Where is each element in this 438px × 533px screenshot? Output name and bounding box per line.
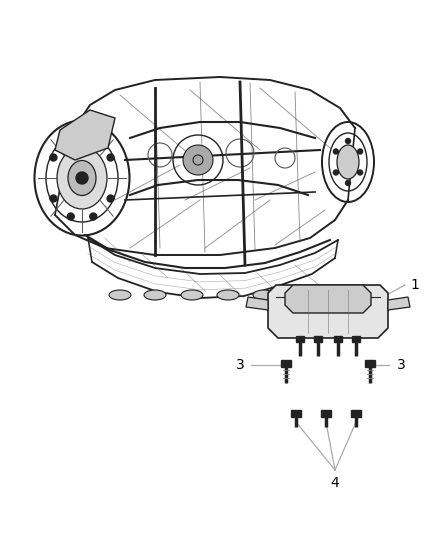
Ellipse shape	[253, 290, 275, 300]
Ellipse shape	[217, 290, 239, 300]
Circle shape	[333, 170, 339, 175]
Circle shape	[357, 170, 363, 175]
Ellipse shape	[181, 290, 203, 300]
Text: 1: 1	[410, 278, 419, 292]
Bar	[281, 360, 291, 367]
Ellipse shape	[144, 290, 166, 300]
Circle shape	[76, 172, 88, 184]
Circle shape	[50, 154, 57, 161]
Circle shape	[346, 181, 350, 185]
Polygon shape	[388, 297, 410, 310]
Circle shape	[183, 145, 213, 175]
Bar	[351, 410, 361, 417]
Bar	[352, 336, 360, 342]
Text: 3: 3	[397, 358, 406, 372]
Circle shape	[333, 149, 339, 154]
Bar	[314, 336, 322, 342]
Polygon shape	[285, 285, 371, 313]
Circle shape	[67, 136, 74, 143]
Circle shape	[193, 155, 203, 165]
Circle shape	[50, 195, 57, 202]
Circle shape	[107, 195, 114, 202]
Bar	[334, 336, 342, 342]
Ellipse shape	[109, 290, 131, 300]
Text: 4: 4	[331, 476, 339, 490]
Polygon shape	[246, 297, 268, 310]
Polygon shape	[268, 285, 388, 338]
Text: 3: 3	[236, 358, 245, 372]
Ellipse shape	[289, 290, 311, 300]
Circle shape	[90, 136, 97, 143]
Circle shape	[107, 154, 114, 161]
Bar	[291, 410, 301, 417]
Circle shape	[90, 213, 97, 220]
Polygon shape	[55, 110, 115, 160]
Bar	[321, 410, 331, 417]
Circle shape	[67, 213, 74, 220]
Circle shape	[357, 149, 363, 154]
Bar	[365, 360, 375, 367]
Ellipse shape	[57, 147, 107, 209]
Bar	[296, 336, 304, 342]
Ellipse shape	[68, 160, 96, 196]
Ellipse shape	[337, 145, 359, 179]
Circle shape	[346, 139, 350, 143]
